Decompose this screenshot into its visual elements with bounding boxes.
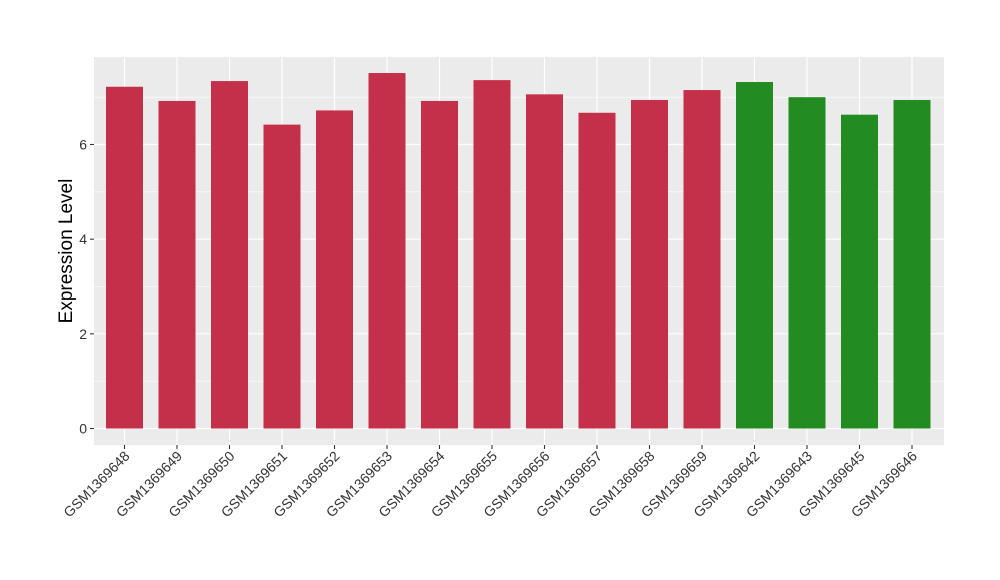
bar-GSM1369649 xyxy=(158,100,196,429)
bar-GSM1369656 xyxy=(526,94,563,429)
bar-GSM1369654 xyxy=(421,100,458,429)
y-tick-label: 0 xyxy=(79,421,87,437)
y-axis: 0 2 4 6 xyxy=(79,137,94,437)
bar-GSM1369645 xyxy=(841,114,878,429)
y-tick-label: 2 xyxy=(79,326,87,342)
bar-GSM1369652 xyxy=(316,110,353,429)
bar-GSM1369651 xyxy=(263,124,301,429)
y-axis-title: Expression Level xyxy=(56,179,77,324)
bar-GSM1369650 xyxy=(211,81,248,429)
bar-GSM1369653 xyxy=(368,73,406,429)
bar-GSM1369655 xyxy=(473,80,511,429)
bars xyxy=(106,73,931,429)
bar-GSM1369648 xyxy=(106,86,143,429)
bar-GSM1369642 xyxy=(736,82,773,429)
bar-GSM1369643 xyxy=(788,97,826,429)
bar-GSM1369659 xyxy=(683,90,721,429)
bar-GSM1369658 xyxy=(631,100,668,429)
bar-GSM1369646 xyxy=(893,100,931,429)
y-tick-label: 6 xyxy=(79,137,87,153)
bar-GSM1369657 xyxy=(578,112,616,429)
x-axis: GSM1369648GSM1369649GSM1369650GSM1369651… xyxy=(60,445,920,520)
y-tick-label: 4 xyxy=(79,231,87,247)
